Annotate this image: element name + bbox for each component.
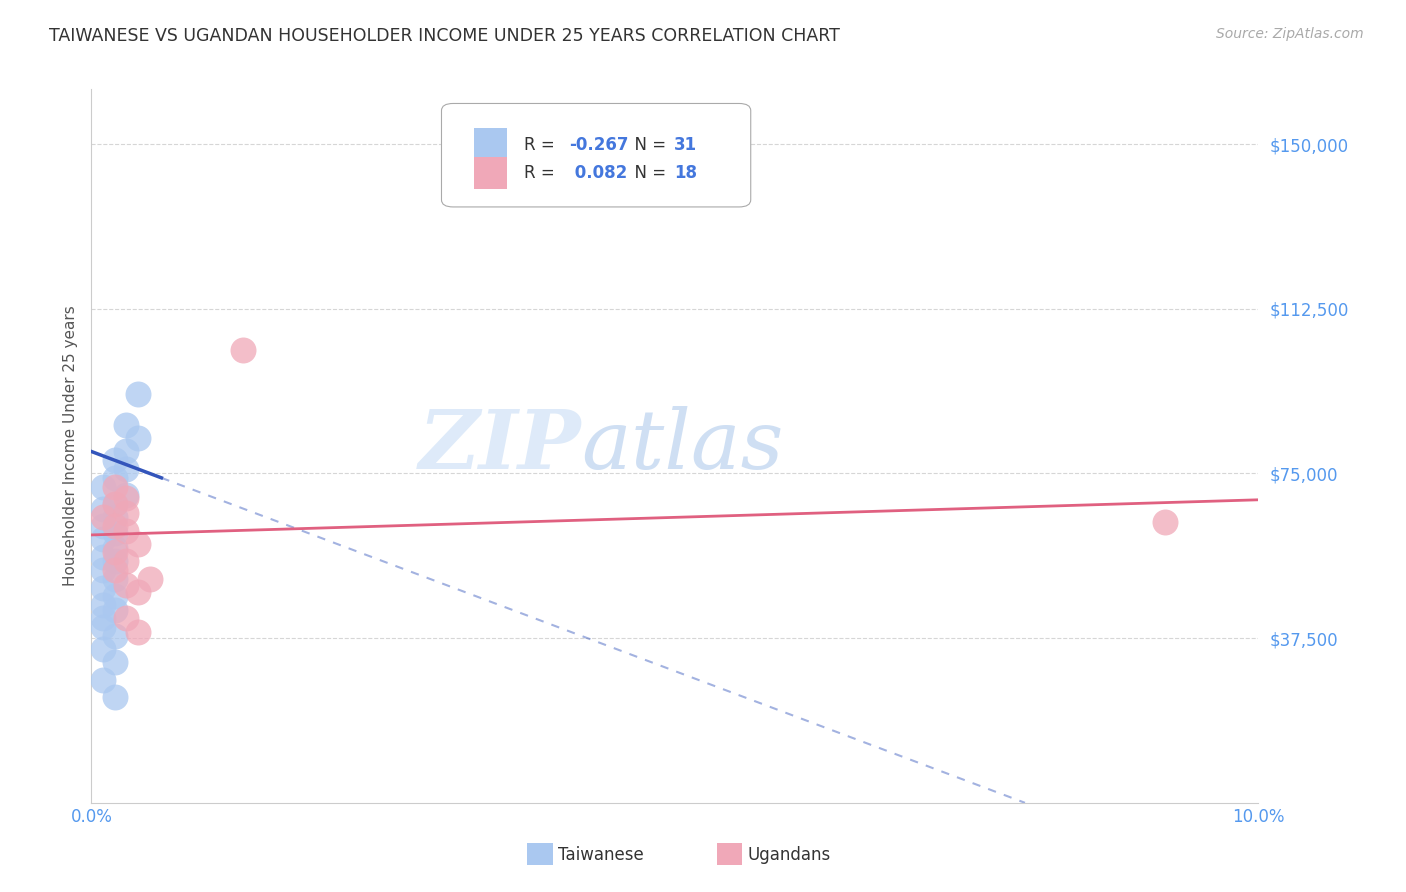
Point xyxy=(104,510,127,524)
Point xyxy=(127,624,149,639)
Point xyxy=(104,655,127,669)
Text: 0.082: 0.082 xyxy=(568,164,627,182)
Point xyxy=(115,611,138,625)
Point xyxy=(104,541,127,555)
Point xyxy=(1154,515,1177,529)
Point xyxy=(104,471,127,485)
Point xyxy=(104,453,127,467)
Point xyxy=(232,343,254,358)
Text: atlas: atlas xyxy=(582,406,785,486)
Point xyxy=(104,563,127,577)
Point xyxy=(91,533,114,547)
Point xyxy=(104,497,127,511)
Point xyxy=(115,462,138,476)
Text: R =: R = xyxy=(524,164,561,182)
Text: Ugandans: Ugandans xyxy=(748,846,831,863)
Point xyxy=(104,497,127,511)
Point xyxy=(115,491,138,505)
Point xyxy=(115,418,138,433)
Bar xyxy=(474,157,506,189)
Text: Taiwanese: Taiwanese xyxy=(558,846,644,863)
Point xyxy=(115,524,138,538)
Point xyxy=(91,519,114,533)
Point xyxy=(91,510,114,524)
Text: N =: N = xyxy=(623,164,671,182)
Point xyxy=(91,598,114,612)
Point xyxy=(115,578,138,592)
Point xyxy=(104,519,127,533)
Text: R =: R = xyxy=(524,136,561,153)
Text: 31: 31 xyxy=(673,136,697,153)
Text: N =: N = xyxy=(623,136,671,153)
Point xyxy=(104,629,127,643)
Text: 18: 18 xyxy=(673,164,697,182)
Point xyxy=(138,572,162,586)
Point xyxy=(104,690,127,705)
Point xyxy=(104,545,127,559)
Text: Source: ZipAtlas.com: Source: ZipAtlas.com xyxy=(1216,27,1364,41)
Point xyxy=(91,620,114,634)
Point xyxy=(104,590,127,604)
Point xyxy=(115,554,138,568)
Bar xyxy=(474,128,506,161)
Point xyxy=(127,387,149,401)
Point xyxy=(115,488,138,502)
Point xyxy=(91,563,114,577)
Point xyxy=(104,480,127,494)
Point xyxy=(91,611,114,625)
Y-axis label: Householder Income Under 25 years: Householder Income Under 25 years xyxy=(62,306,77,586)
Point xyxy=(104,602,127,616)
Point xyxy=(115,506,138,520)
Point xyxy=(127,537,149,551)
Text: ZIP: ZIP xyxy=(419,406,582,486)
Text: TAIWANESE VS UGANDAN HOUSEHOLDER INCOME UNDER 25 YEARS CORRELATION CHART: TAIWANESE VS UGANDAN HOUSEHOLDER INCOME … xyxy=(49,27,841,45)
Point xyxy=(127,431,149,445)
Point xyxy=(91,642,114,657)
Point xyxy=(91,480,114,494)
Point xyxy=(91,673,114,687)
Point xyxy=(104,572,127,586)
Point xyxy=(91,549,114,564)
Point xyxy=(91,501,114,516)
Point xyxy=(104,554,127,568)
Point xyxy=(104,525,127,540)
FancyBboxPatch shape xyxy=(441,103,751,207)
Point xyxy=(115,444,138,458)
Point xyxy=(91,581,114,595)
Text: -0.267: -0.267 xyxy=(568,136,628,153)
Point xyxy=(127,585,149,599)
